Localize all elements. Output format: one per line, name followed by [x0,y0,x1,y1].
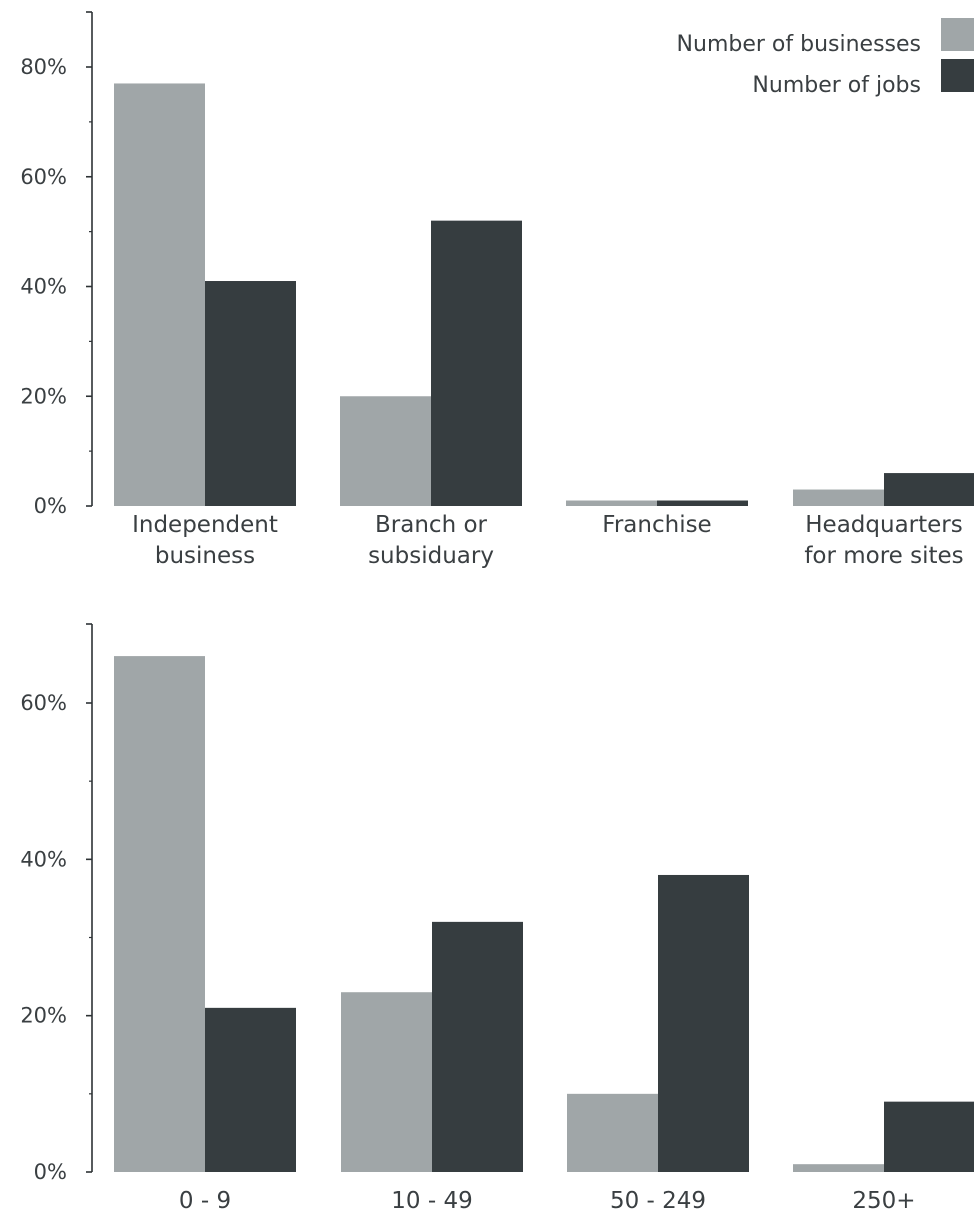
bottom-y-tick-label: 0% [34,1160,67,1184]
legend: Number of businesses Number of jobs [677,18,974,98]
top-y-tick-label: 0% [34,494,67,518]
legend-label-jobs: Number of jobs [752,73,921,98]
top-bar-businesses-branch-or-subsiduary [340,396,431,506]
bottom-y-tick-label: 20% [20,1004,67,1028]
bottom-category-label: 250+ [852,1188,915,1214]
bottom-bar-jobs-50-249 [658,874,749,1172]
top-bar-jobs-independent-business [205,281,296,506]
top-category-label: Branch or [375,512,488,538]
top-bar-businesses-franchise [566,500,657,506]
bottom-bar-businesses-10-49 [341,992,432,1172]
top-category-label: for more sites [804,543,963,569]
top-y-tick-label: 40% [20,275,67,299]
chart-by-business-size: 0% 20% 40% 60% 0 - 9 10 - 49 50 - 249 250+ [20,623,974,1214]
top-bar-jobs-headquarters-for-more-sites [884,473,974,506]
top-category-label: Headquarters [805,512,962,538]
top-bar-businesses-headquarters-for-more-sites [793,489,884,506]
top-y-tick-label: 20% [20,384,67,408]
top-category-label: subsiduary [368,543,494,569]
bottom-bar-jobs-0-9 [205,1007,296,1172]
top-bar-businesses-independent-business [114,83,205,507]
legend-swatch-businesses [941,18,974,51]
top-category-label: business [155,543,255,569]
bottom-y-tick-label: 40% [20,847,67,871]
bottom-category-label: 10 - 49 [391,1188,472,1214]
top-y-tick-label: 60% [20,165,67,189]
top-y-tick-label: 80% [20,55,67,79]
top-bar-jobs-franchise [657,500,748,506]
bottom-bar-businesses-250 [793,1164,884,1172]
bottom-bar-businesses-0-9 [114,656,205,1172]
chart-by-business-type: 0% 20% 40% 60% 80% Independent business Branch … [20,11,974,569]
top-category-label: Franchise [602,512,711,538]
top-category-label: Independent [132,512,278,538]
bottom-bar-jobs-10-49 [432,921,523,1172]
bottom-category-label: 0 - 9 [179,1188,231,1214]
legend-label-businesses: Number of businesses [677,32,921,57]
top-bar-jobs-branch-or-subsiduary [431,220,522,506]
bottom-bar-jobs-250 [884,1101,974,1172]
bottom-y-tick-label: 60% [20,691,67,715]
bottom-category-label: 50 - 249 [610,1188,706,1214]
legend-swatch-jobs [941,59,974,92]
bottom-bar-businesses-50-249 [567,1093,658,1172]
